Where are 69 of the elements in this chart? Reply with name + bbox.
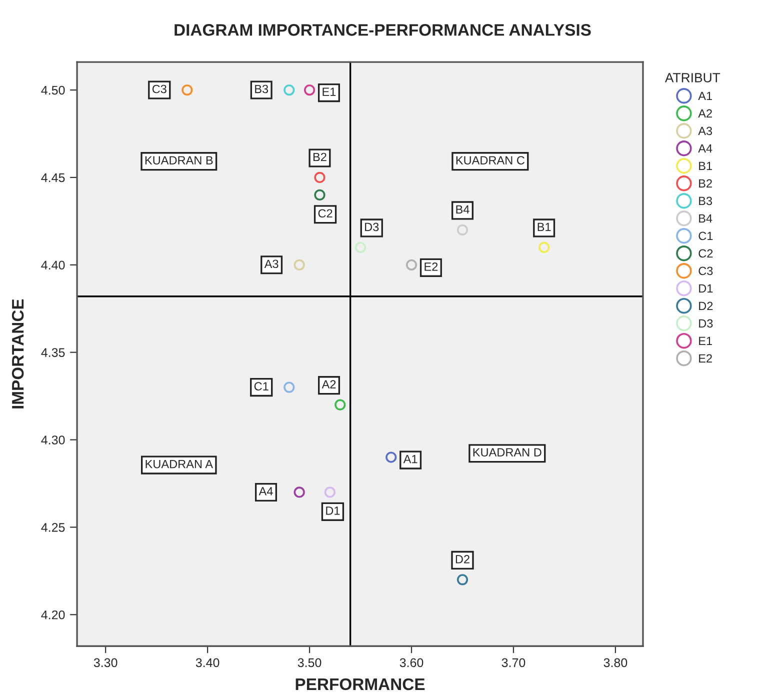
- annotation: A4: [258, 487, 273, 496]
- legend-label: C1: [698, 232, 713, 240]
- point: [334, 399, 346, 410]
- annotation: B2: [313, 152, 326, 162]
- y-tick-label: 4.25: [41, 523, 65, 532]
- y-tick-label: 4.45: [41, 173, 65, 182]
- annotation: C2: [318, 209, 332, 218]
- annotation: KUADRAN D: [473, 448, 542, 457]
- x-tick-label: 3.40: [196, 658, 220, 668]
- point: [314, 172, 326, 184]
- y-tick-label: 4.20: [41, 610, 65, 620]
- point: [294, 486, 305, 498]
- y-axis-title: IMPORTANCE: [12, 299, 24, 408]
- annotation: A3: [264, 260, 278, 268]
- legend-label: A1: [698, 92, 712, 100]
- annotation: B3: [255, 84, 268, 94]
- annotation: C3: [152, 84, 166, 94]
- legend-label: D2: [699, 302, 713, 310]
- annotation: KUADRAN A: [146, 460, 213, 468]
- point: [284, 382, 295, 393]
- legend-label: B3: [699, 196, 712, 206]
- legend-label: D3: [699, 319, 713, 328]
- point: [182, 84, 193, 96]
- legend-label: A4: [698, 144, 712, 152]
- point: [354, 242, 366, 253]
- x-tick-label: 3.70: [502, 658, 526, 668]
- point: [538, 242, 550, 253]
- point: [456, 574, 468, 586]
- x-axis-title: PERFORMANCE: [296, 678, 425, 690]
- legend-label: E1: [699, 336, 712, 345]
- legend-label: B4: [699, 214, 712, 222]
- x-tick-label: 3.80: [604, 658, 628, 668]
- x-tick-label: 3.50: [298, 658, 322, 668]
- annotation: A2: [322, 380, 336, 388]
- annotation: D1: [326, 506, 340, 515]
- x-tick-label: 3.30: [94, 658, 118, 668]
- annotation: B4: [456, 205, 470, 214]
- point: [386, 452, 397, 463]
- legend-label: C2: [698, 249, 713, 258]
- legend-title: ATRIBUT: [664, 73, 720, 82]
- annotation: E1: [322, 88, 336, 96]
- legend-label: B1: [699, 162, 712, 170]
- legend-label: D1: [699, 284, 713, 292]
- y-tick-label: 4.35: [41, 348, 65, 357]
- point: [456, 224, 468, 236]
- y-tick-label: 4.50: [41, 86, 65, 95]
- point: [294, 259, 305, 270]
- legend-label: A3: [698, 126, 712, 136]
- point: [304, 84, 316, 96]
- point: [314, 189, 326, 200]
- point: [284, 84, 295, 96]
- annotation: D3: [365, 222, 379, 232]
- y-tick-label: 4.30: [41, 436, 65, 444]
- annotation: C1: [254, 382, 268, 390]
- x-tick-label: 3.60: [400, 658, 424, 668]
- annotation: D2: [456, 555, 470, 564]
- annotation: KUADRAN B: [145, 156, 213, 164]
- point: [406, 259, 418, 270]
- annotation: B1: [538, 222, 551, 232]
- y-tick-label: 4.40: [41, 260, 65, 270]
- annotation: E2: [424, 262, 438, 271]
- annotation: A1: [403, 454, 418, 464]
- legend-label: E2: [699, 354, 712, 362]
- chart-title: DIAGRAM IMPORTANCE-PERFORMANCE ANALYSIS: [174, 24, 591, 36]
- legend-label: C3: [698, 266, 713, 276]
- annotation: KUADRAN C: [456, 156, 524, 164]
- legend-label: A2: [698, 109, 712, 118]
- point: [324, 486, 336, 498]
- legend-label: B2: [699, 179, 712, 188]
